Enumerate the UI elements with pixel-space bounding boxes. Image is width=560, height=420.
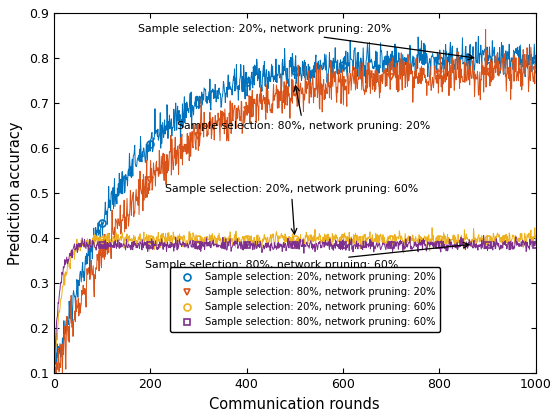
Sample selection: 20%, network pruning: 20%: (200, 0.609): 20%, network pruning: 20%: (200, 0.609) [147, 142, 153, 147]
Sample selection: 20%, network pruning: 20%: (100, 0.435): 20%, network pruning: 20%: (100, 0.435) [99, 220, 105, 225]
Sample selection: 80%, network pruning: 60%: (300, 0.385): 80%, network pruning: 60%: (300, 0.385) [195, 242, 202, 247]
Sample selection: 80%, network pruning: 20%: (600, 0.744): 80%, network pruning: 20%: (600, 0.744) [339, 81, 346, 86]
Sample selection: 80%, network pruning: 20%: (900, 0.77): 80%, network pruning: 20%: (900, 0.77) [484, 69, 491, 74]
Text: Sample selection: 80%, network pruning: 20%: Sample selection: 80%, network pruning: … [176, 86, 430, 131]
Sample selection: 80%, network pruning: 60%: (800, 0.385): 80%, network pruning: 60%: (800, 0.385) [436, 242, 443, 247]
Line: Sample selection: 20%, network pruning: 60%: Sample selection: 20%, network pruning: … [99, 236, 539, 243]
Sample selection: 20%, network pruning: 60%: (300, 0.398): 20%, network pruning: 60%: (300, 0.398) [195, 236, 202, 241]
Sample selection: 20%, network pruning: 60%: (1e+03, 0.398): 20%, network pruning: 60%: (1e+03, 0.398… [533, 236, 539, 241]
Text: Sample selection: 20%, network pruning: 20%: Sample selection: 20%, network pruning: … [138, 24, 474, 60]
Sample selection: 80%, network pruning: 20%: (1e+03, 0.773): 80%, network pruning: 20%: (1e+03, 0.773… [533, 68, 539, 73]
Sample selection: 20%, network pruning: 20%: (700, 0.793): 20%, network pruning: 20%: (700, 0.793) [388, 59, 394, 64]
Sample selection: 20%, network pruning: 20%: (500, 0.773): 20%, network pruning: 20%: (500, 0.773) [291, 68, 298, 73]
Sample selection: 80%, network pruning: 60%: (200, 0.385): 80%, network pruning: 60%: (200, 0.385) [147, 242, 153, 247]
Y-axis label: Prediction accuracy: Prediction accuracy [8, 121, 24, 265]
Line: Sample selection: 20%, network pruning: 20%: Sample selection: 20%, network pruning: … [99, 55, 539, 226]
Sample selection: 20%, network pruning: 20%: (1e+03, 0.799): 20%, network pruning: 20%: (1e+03, 0.799… [533, 56, 539, 61]
X-axis label: Communication rounds: Communication rounds [209, 396, 380, 412]
Line: Sample selection: 80%, network pruning: 60%: Sample selection: 80%, network pruning: … [99, 241, 539, 249]
Sample selection: 20%, network pruning: 60%: (800, 0.398): 20%, network pruning: 60%: (800, 0.398) [436, 236, 443, 241]
Sample selection: 80%, network pruning: 60%: (400, 0.385): 80%, network pruning: 60%: (400, 0.385) [243, 242, 250, 247]
Sample selection: 20%, network pruning: 60%: (400, 0.398): 20%, network pruning: 60%: (400, 0.398) [243, 236, 250, 241]
Sample selection: 80%, network pruning: 60%: (600, 0.385): 80%, network pruning: 60%: (600, 0.385) [339, 242, 346, 247]
Text: Sample selection: 80%, network pruning: 60%: Sample selection: 80%, network pruning: … [146, 242, 469, 270]
Sample selection: 80%, network pruning: 20%: (300, 0.627): 80%, network pruning: 20%: (300, 0.627) [195, 134, 202, 139]
Sample selection: 80%, network pruning: 20%: (700, 0.758): 80%, network pruning: 20%: (700, 0.758) [388, 75, 394, 80]
Sample selection: 20%, network pruning: 20%: (800, 0.796): 20%, network pruning: 20%: (800, 0.796) [436, 58, 443, 63]
Sample selection: 80%, network pruning: 60%: (700, 0.385): 80%, network pruning: 60%: (700, 0.385) [388, 242, 394, 247]
Sample selection: 80%, network pruning: 60%: (100, 0.385): 80%, network pruning: 60%: (100, 0.385) [99, 243, 105, 248]
Sample selection: 20%, network pruning: 20%: (400, 0.748): 20%, network pruning: 20%: (400, 0.748) [243, 79, 250, 84]
Sample selection: 80%, network pruning: 20%: (500, 0.722): 80%, network pruning: 20%: (500, 0.722) [291, 91, 298, 96]
Sample selection: 20%, network pruning: 60%: (900, 0.398): 20%, network pruning: 60%: (900, 0.398) [484, 236, 491, 241]
Sample selection: 80%, network pruning: 60%: (900, 0.385): 80%, network pruning: 60%: (900, 0.385) [484, 242, 491, 247]
Sample selection: 80%, network pruning: 60%: (1e+03, 0.385): 80%, network pruning: 60%: (1e+03, 0.385… [533, 242, 539, 247]
Sample selection: 20%, network pruning: 60%: (500, 0.398): 20%, network pruning: 60%: (500, 0.398) [291, 236, 298, 241]
Sample selection: 80%, network pruning: 20%: (100, 0.367): 80%, network pruning: 20%: (100, 0.367) [99, 251, 105, 256]
Sample selection: 20%, network pruning: 20%: (900, 0.798): 20%, network pruning: 20%: (900, 0.798) [484, 57, 491, 62]
Sample selection: 20%, network pruning: 60%: (700, 0.398): 20%, network pruning: 60%: (700, 0.398) [388, 236, 394, 241]
Sample selection: 80%, network pruning: 60%: (500, 0.385): 80%, network pruning: 60%: (500, 0.385) [291, 242, 298, 247]
Sample selection: 20%, network pruning: 60%: (100, 0.397): 20%, network pruning: 60%: (100, 0.397) [99, 237, 105, 242]
Legend: Sample selection: 20%, network pruning: 20%, Sample selection: 80%, network prun: Sample selection: 20%, network pruning: … [170, 267, 440, 332]
Sample selection: 80%, network pruning: 20%: (200, 0.529): 80%, network pruning: 20%: (200, 0.529) [147, 178, 153, 183]
Sample selection: 20%, network pruning: 60%: (600, 0.398): 20%, network pruning: 60%: (600, 0.398) [339, 236, 346, 241]
Text: Sample selection: 20%, network pruning: 60%: Sample selection: 20%, network pruning: … [165, 184, 418, 234]
Sample selection: 80%, network pruning: 20%: (400, 0.686): 80%, network pruning: 20%: (400, 0.686) [243, 107, 250, 112]
Sample selection: 20%, network pruning: 20%: (600, 0.786): 20%, network pruning: 20%: (600, 0.786) [339, 62, 346, 67]
Sample selection: 20%, network pruning: 60%: (200, 0.398): 20%, network pruning: 60%: (200, 0.398) [147, 236, 153, 241]
Line: Sample selection: 80%, network pruning: 20%: Sample selection: 80%, network pruning: … [99, 67, 539, 257]
Sample selection: 80%, network pruning: 20%: (800, 0.766): 80%, network pruning: 20%: (800, 0.766) [436, 71, 443, 76]
Sample selection: 20%, network pruning: 20%: (300, 0.7): 20%, network pruning: 20%: (300, 0.7) [195, 101, 202, 106]
